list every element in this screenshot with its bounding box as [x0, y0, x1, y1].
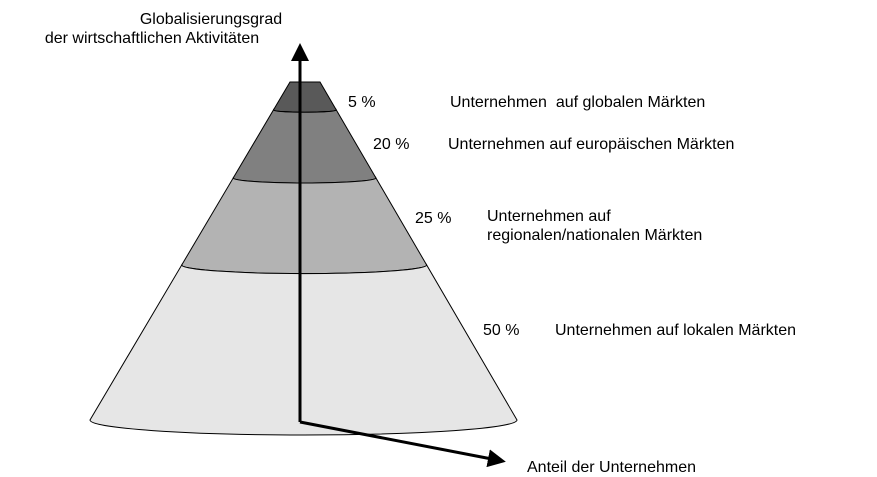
layer-label: Unternehmen auf lokalen Märkten	[555, 322, 796, 339]
cone-layer	[181, 176, 428, 275]
layer-percent: 25 %	[415, 210, 451, 227]
horizontal-axis	[299, 420, 506, 468]
cone-layer	[272, 81, 337, 113]
layer-label: Unternehmen auf globalen Märkten	[450, 94, 705, 111]
cone-layer	[232, 108, 377, 184]
layer-label: Unternehmen auf europäischen Märkten	[448, 136, 734, 153]
axis-label: der wirtschaftlichen Aktivitäten	[45, 30, 259, 47]
cone-layer	[89, 263, 518, 436]
layer-percent: 5 %	[348, 94, 376, 111]
layer-label: regionalen/nationalen Märkten	[487, 227, 702, 244]
layer-percent: 50 %	[483, 322, 519, 339]
axis-label: Anteil der Unternehmen	[527, 459, 696, 476]
layer-label: Unternehmen auf	[487, 208, 611, 225]
axis-label: Globalisierungsgrad	[140, 11, 282, 28]
cone	[89, 81, 518, 436]
layer-percent: 20 %	[373, 136, 409, 153]
